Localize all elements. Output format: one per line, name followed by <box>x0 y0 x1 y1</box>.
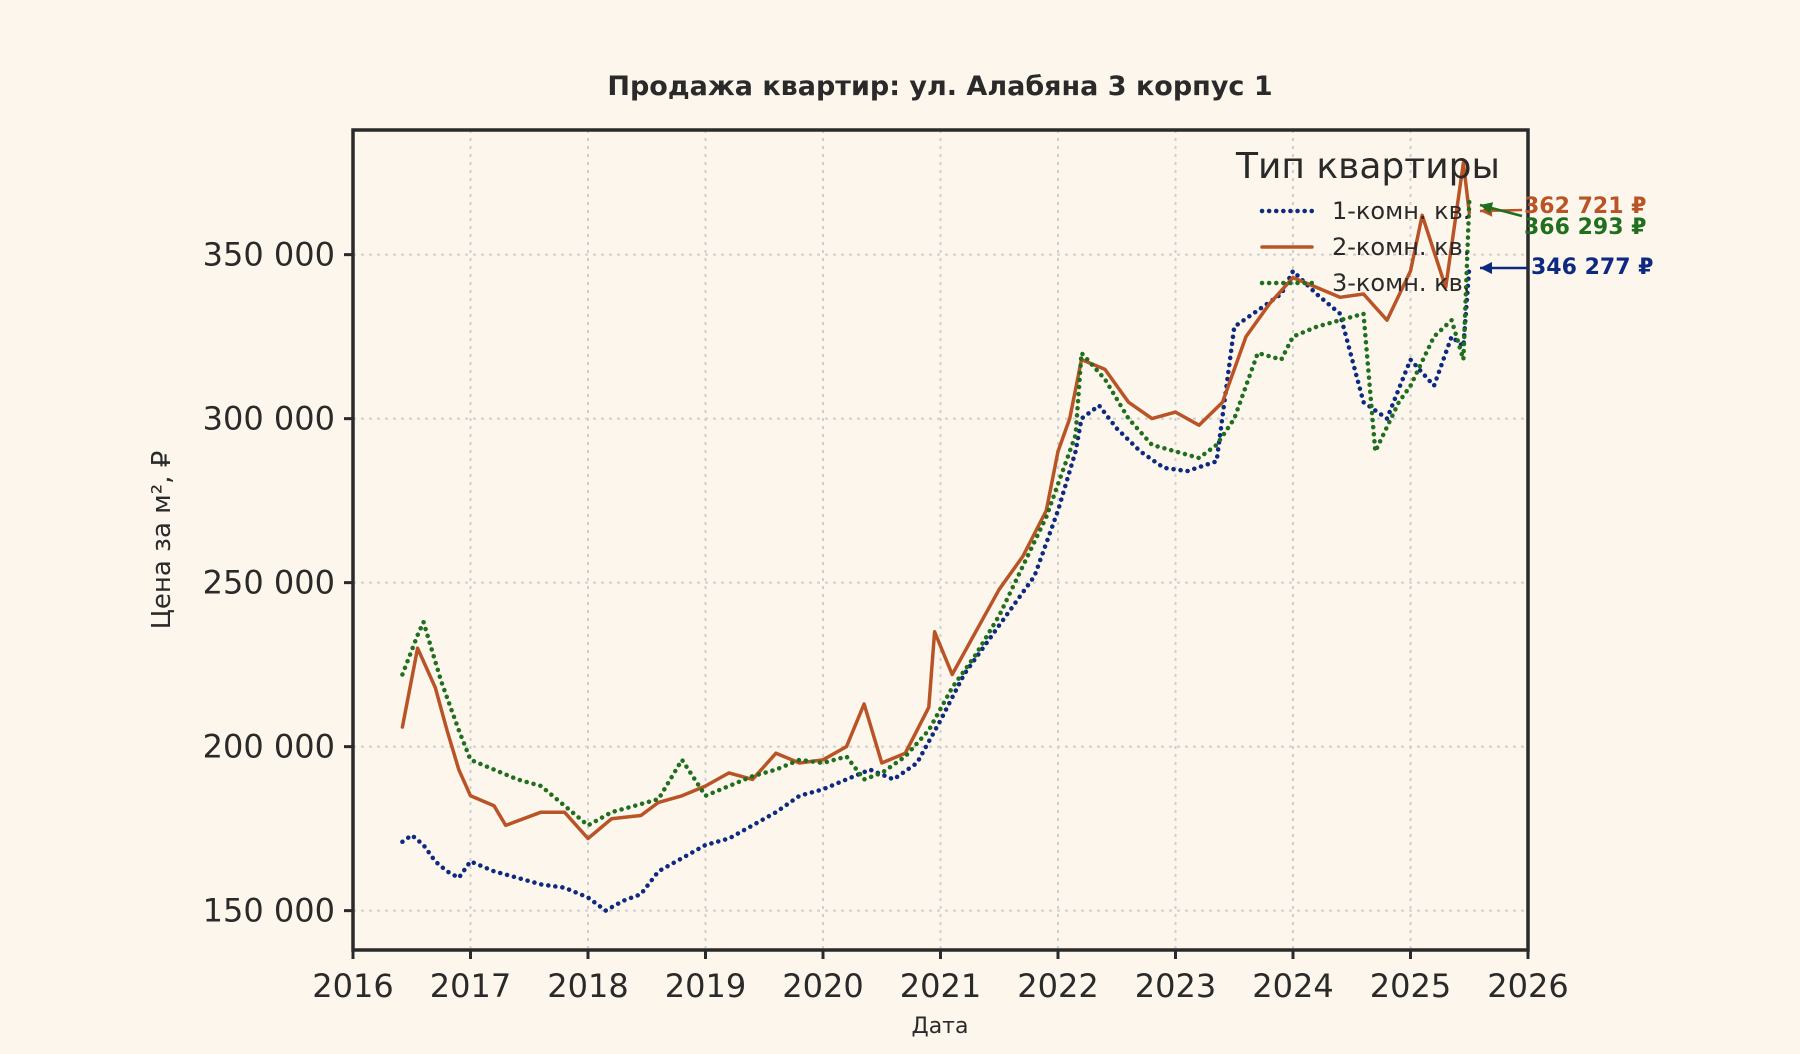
y-tick-label: 350 000 <box>203 236 335 274</box>
x-tick-label: 2026 <box>1487 967 1568 1005</box>
x-tick-label: 2019 <box>665 967 746 1005</box>
end-value-label: 346 277 ₽ <box>1531 255 1653 280</box>
y-tick-label: 300 000 <box>203 400 335 438</box>
end-label-arrowhead <box>1480 202 1494 214</box>
legend-label-1: 1-комн. кв. <box>1332 197 1470 225</box>
end-value-label: 362 721 ₽ <box>1524 194 1646 219</box>
y-tick-label: 150 000 <box>203 892 335 930</box>
x-tick-label: 2020 <box>782 967 863 1005</box>
x-tick-label: 2023 <box>1135 967 1216 1005</box>
chart-title: Продажа квартир: ул. Алабяна 3 корпус 1 <box>607 71 1272 102</box>
series-line-3 <box>400 198 1472 828</box>
y-axis-label: Цена за м², ₽ <box>147 451 177 630</box>
series-line-2 <box>400 161 1472 841</box>
x-tick-label: 2016 <box>312 967 393 1005</box>
x-tick-label: 2021 <box>900 967 981 1005</box>
y-tick-label: 200 000 <box>203 728 335 766</box>
legend-title: Тип квартиры <box>1235 146 1500 187</box>
series-line-1 <box>400 264 1472 913</box>
legend: Тип квартиры 1-комн. кв. 2-комн. кв. 3-ком… <box>1235 146 1500 297</box>
x-tick-label: 2022 <box>1017 967 1098 1005</box>
y-tick-label: 250 000 <box>203 564 335 602</box>
x-tick-label: 2025 <box>1370 967 1451 1005</box>
x-tick-label: 2017 <box>430 967 511 1005</box>
end-value-label: 366 293 ₽ <box>1524 215 1646 240</box>
axis-ticks: 2016 2017 2018 2019 2020 2021 2022 2023 2024 2025… <box>203 236 1569 1005</box>
x-tick-label: 2024 <box>1252 967 1333 1005</box>
x-axis-label: Дата <box>912 1014 969 1039</box>
x-tick-label: 2018 <box>547 967 628 1005</box>
legend-label-3: 3-комн. кв. <box>1332 269 1470 297</box>
series-layer <box>400 161 1472 913</box>
end-label-arrowhead <box>1480 262 1492 274</box>
legend-label-2: 2-комн. кв. <box>1332 233 1470 261</box>
end-labels: 362 721 ₽366 293 ₽ 346 277 ₽ <box>1479 194 1653 280</box>
